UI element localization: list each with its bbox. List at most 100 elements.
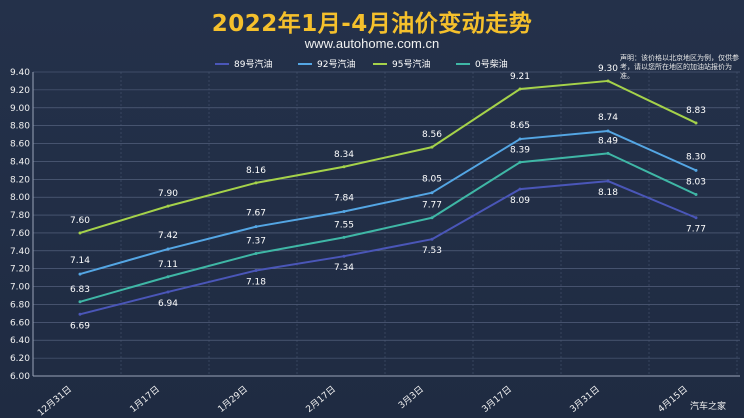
x-tick-label: 3月31日: [568, 384, 602, 415]
data-point: [694, 192, 698, 196]
data-label: 8.03: [686, 177, 706, 187]
data-point: [78, 312, 82, 316]
y-tick-label: 7.20: [10, 265, 30, 275]
y-tick-label: 6.80: [10, 300, 30, 310]
data-label: 8.34: [334, 150, 354, 160]
data-point: [606, 79, 610, 83]
data-label: 7.42: [158, 231, 178, 241]
y-tick-label: 8.60: [10, 140, 30, 150]
data-point: [518, 187, 522, 191]
data-point: [518, 87, 522, 91]
x-tick-label: 4月15日: [656, 384, 690, 415]
data-label: 8.83: [686, 106, 706, 116]
y-tick-label: 7.80: [10, 211, 30, 221]
y-tick-label: 6.40: [10, 336, 30, 346]
data-label: 7.60: [70, 216, 90, 226]
data-label: 6.94: [158, 299, 178, 309]
data-point: [606, 151, 610, 155]
data-point: [342, 165, 346, 169]
data-point: [254, 225, 258, 229]
data-label: 7.77: [422, 201, 442, 211]
data-point: [342, 254, 346, 258]
series-line-1: [79, 180, 697, 316]
y-tick-label: 8.40: [10, 157, 30, 167]
series-lines: [78, 79, 698, 316]
data-label: 7.37: [246, 237, 266, 247]
data-label: 8.05: [422, 175, 442, 185]
y-tick-label: 9.00: [10, 104, 30, 114]
data-point: [694, 121, 698, 125]
x-tick-label: 2月17日: [304, 384, 338, 415]
data-label: 7.77: [686, 225, 706, 235]
data-label: 7.53: [422, 246, 442, 256]
data-label: 7.90: [158, 189, 178, 199]
data-label: 6.69: [70, 321, 90, 331]
legend-label: 92号汽油: [317, 58, 355, 70]
data-label: 8.49: [598, 136, 618, 146]
y-tick-label: 8.00: [10, 193, 30, 203]
chart-subtitle-url: www.autohome.com.cn: [304, 36, 440, 51]
data-label: 8.56: [422, 130, 442, 140]
x-tick-label: 3月17日: [480, 384, 514, 415]
y-tick-label: 7.00: [10, 283, 30, 293]
data-label: 8.65: [510, 121, 530, 131]
disclaimer-note: 声明：该价格以北京地区为例，仅供参考，请以您所在地区的加油站报价为准。: [620, 54, 739, 80]
y-tick-label: 6.20: [10, 354, 30, 364]
data-label: 7.18: [246, 277, 266, 287]
data-point: [166, 290, 170, 294]
data-point: [166, 204, 170, 208]
data-point: [430, 145, 434, 149]
x-axis: 12月31日 1月17日 1月29日 2月17日 3月3日 3月17日 3月31日 4月15日: [33, 375, 740, 418]
data-point: [694, 216, 698, 220]
x-tick-label: 12月31日: [36, 384, 74, 418]
chart-title: 2022年1月-4月油价变动走势: [211, 11, 533, 37]
legend-label: 89号汽油: [234, 58, 272, 70]
x-tick-label: 1月17日: [128, 384, 162, 415]
data-label: 7.34: [334, 263, 354, 273]
watermark-text: 汽车之家: [690, 402, 727, 412]
data-labels: 6.69 6.94 7.18 7.34 7.53 8.09 8.18 7.77 7.14 7.42…: [70, 64, 706, 331]
y-axis: 6.00 6.20 6.40 6.60 6.80 7.00 7.20 7.40 7.60 7.80…: [10, 68, 34, 382]
data-point: [78, 300, 82, 304]
y-tick-label: 6.60: [10, 318, 30, 328]
y-tick-label: 8.80: [10, 122, 30, 132]
data-point: [78, 231, 82, 235]
x-tick-label: 3月3日: [396, 384, 426, 411]
data-point: [254, 181, 258, 185]
data-point: [166, 247, 170, 251]
data-point: [430, 237, 434, 241]
series-line-3: [79, 79, 697, 234]
data-point: [78, 272, 82, 276]
data-label: 7.55: [334, 220, 354, 230]
data-point: [518, 160, 522, 164]
x-tick-label: 1月29日: [216, 384, 250, 415]
chart-grid: [32, 71, 740, 377]
data-point: [430, 216, 434, 220]
data-label: 7.14: [70, 256, 90, 266]
data-label: 7.67: [246, 209, 266, 219]
series-line-2: [79, 130, 697, 276]
data-label: 9.21: [510, 72, 530, 82]
data-label: 8.09: [510, 196, 530, 206]
data-point: [342, 209, 346, 213]
chart-legend: 89号汽油 92号汽油 95号汽油 0号柴油: [215, 58, 508, 70]
legend-label: 95号汽油: [392, 58, 430, 70]
data-label: 6.83: [70, 285, 90, 295]
data-point: [342, 235, 346, 239]
data-label: 9.30: [598, 64, 618, 74]
series-line-4: [79, 152, 697, 303]
data-label: 8.74: [598, 113, 618, 123]
data-point: [166, 275, 170, 279]
data-label: 8.16: [246, 166, 266, 176]
data-label: 8.30: [686, 152, 706, 162]
data-label: 7.11: [158, 260, 178, 270]
data-label: 7.84: [334, 193, 354, 203]
data-point: [254, 268, 258, 272]
y-tick-label: 8.20: [10, 175, 30, 185]
y-tick-label: 7.60: [10, 229, 30, 239]
y-tick-label: 9.40: [10, 68, 30, 78]
data-point: [606, 129, 610, 133]
legend-label: 0号柴油: [475, 58, 508, 70]
